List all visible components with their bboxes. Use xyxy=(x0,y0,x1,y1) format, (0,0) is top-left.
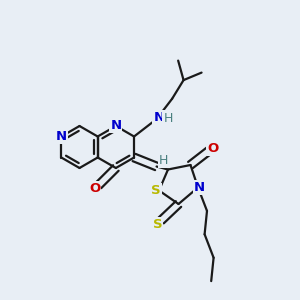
Text: N: N xyxy=(110,119,122,133)
Text: S: S xyxy=(153,218,162,231)
Text: O: O xyxy=(207,142,218,155)
Text: H: H xyxy=(163,112,172,125)
Text: S: S xyxy=(151,184,161,197)
Text: N: N xyxy=(56,130,67,143)
Text: N: N xyxy=(194,181,205,194)
Text: O: O xyxy=(89,182,100,195)
Text: H: H xyxy=(158,154,168,167)
Text: N: N xyxy=(153,111,164,124)
